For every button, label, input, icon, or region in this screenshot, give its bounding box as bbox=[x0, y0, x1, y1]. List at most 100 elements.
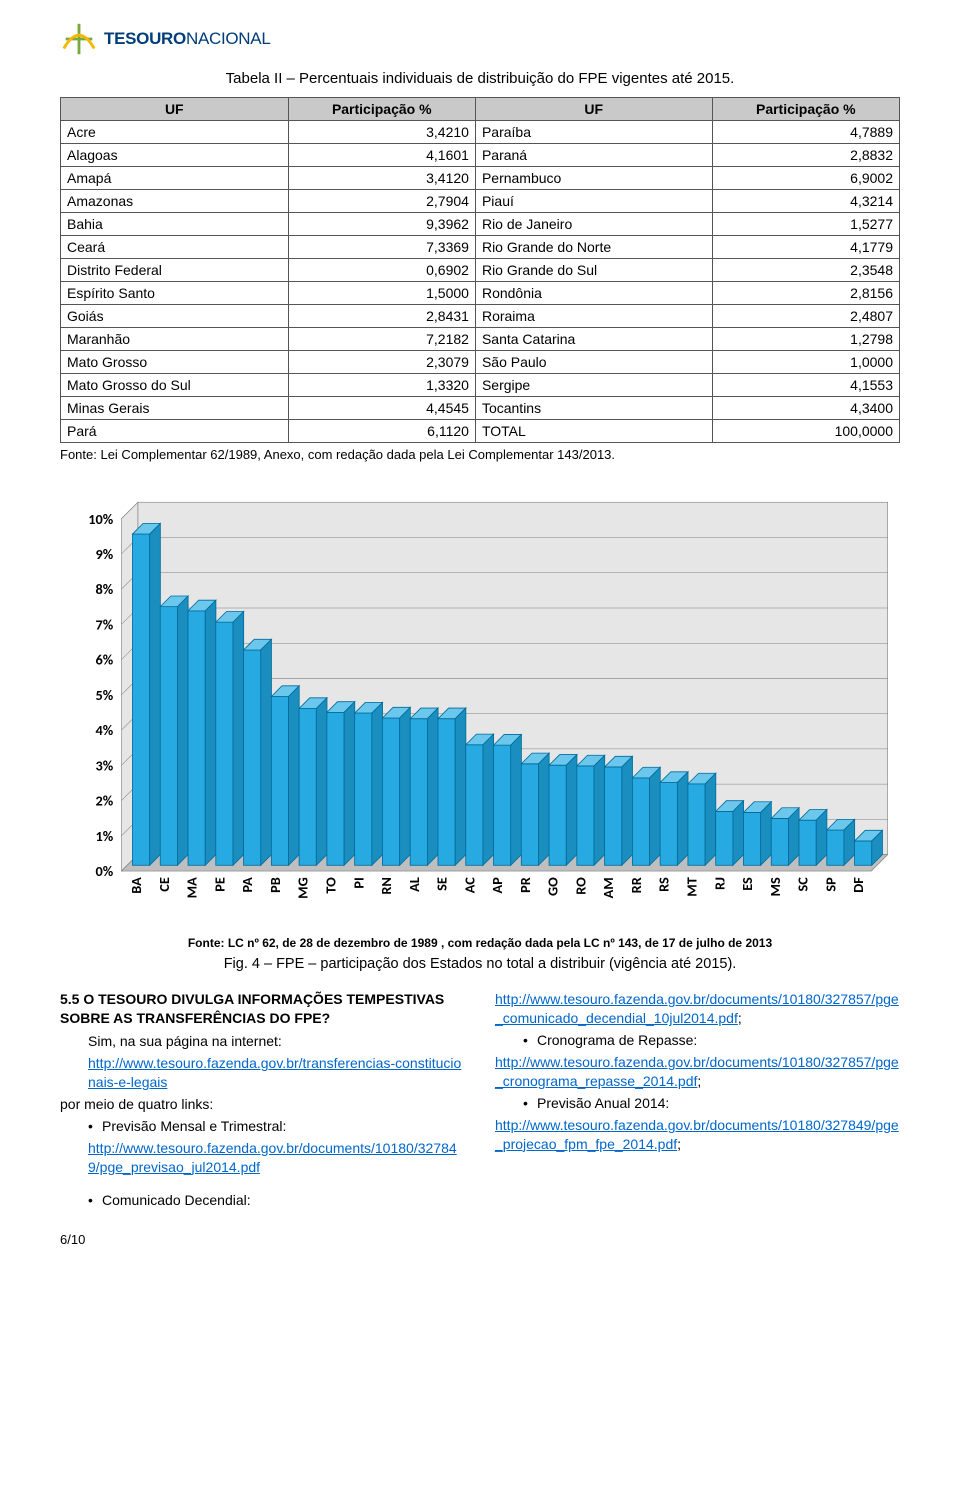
table-cell: Mato Grosso bbox=[61, 351, 289, 374]
svg-text:AP: AP bbox=[488, 877, 506, 894]
svg-text:MG: MG bbox=[294, 877, 312, 899]
svg-text:AL: AL bbox=[405, 877, 423, 892]
right-column: http://www.tesouro.fazenda.gov.br/docume… bbox=[495, 990, 900, 1212]
table-cell: Piauí bbox=[475, 190, 712, 213]
table-row: Alagoas4,1601Paraná2,8832 bbox=[61, 144, 900, 167]
percent-table: UF Participação % UF Participação % Acre… bbox=[60, 97, 900, 443]
table-cell: São Paulo bbox=[475, 351, 712, 374]
table-cell: 4,4545 bbox=[288, 397, 475, 420]
chart-container: 0%1%2%3%4%5%6%7%8%9%10%BACEMAPEPAPBMGTOP… bbox=[60, 492, 900, 972]
table-cell: 0,6902 bbox=[288, 259, 475, 282]
table-row: Acre3,4210Paraíba4,7889 bbox=[61, 121, 900, 144]
table-cell: 1,2798 bbox=[712, 328, 899, 351]
table-cell: 1,5000 bbox=[288, 282, 475, 305]
table-row: Espírito Santo1,5000Rondônia2,8156 bbox=[61, 282, 900, 305]
logo: TESOURONACIONAL bbox=[60, 20, 900, 58]
svg-text:5%: 5% bbox=[96, 686, 114, 704]
svg-text:8%: 8% bbox=[96, 580, 114, 598]
table-cell: Rio Grande do Norte bbox=[475, 236, 712, 259]
table-cell: 1,3320 bbox=[288, 374, 475, 397]
table-cell: Roraima bbox=[475, 305, 712, 328]
th-uf2: UF bbox=[475, 98, 712, 121]
table-cell: 100,0000 bbox=[712, 420, 899, 443]
table-cell: 4,7889 bbox=[712, 121, 899, 144]
bullet-cronograma: Cronograma de Repasse: bbox=[495, 1031, 900, 1050]
table-row: Distrito Federal0,6902Rio Grande do Sul2… bbox=[61, 259, 900, 282]
table-cell: Pernambuco bbox=[475, 167, 712, 190]
link-cronograma[interactable]: http://www.tesouro.fazenda.gov.br/docume… bbox=[495, 1054, 899, 1089]
table-row: Bahia9,3962Rio de Janeiro1,5277 bbox=[61, 213, 900, 236]
svg-text:7%: 7% bbox=[96, 615, 114, 633]
bullet-previsao-anual: Previsão Anual 2014: bbox=[495, 1094, 900, 1113]
svg-text:4%: 4% bbox=[96, 721, 114, 739]
table-cell: Bahia bbox=[61, 213, 289, 236]
svg-text:GO: GO bbox=[544, 877, 562, 896]
svg-text:BA: BA bbox=[127, 877, 145, 894]
table-cell: 2,8156 bbox=[712, 282, 899, 305]
svg-text:AM: AM bbox=[599, 877, 617, 898]
table-cell: Distrito Federal bbox=[61, 259, 289, 282]
table-row: Ceará7,3369Rio Grande do Norte4,1779 bbox=[61, 236, 900, 259]
link-transferencias[interactable]: http://www.tesouro.fazenda.gov.br/transf… bbox=[88, 1055, 461, 1090]
table-cell: 7,2182 bbox=[288, 328, 475, 351]
table-cell: 2,8832 bbox=[712, 144, 899, 167]
table-source: Fonte: Lei Complementar 62/1989, Anexo, … bbox=[60, 447, 900, 462]
table-row: Amapá3,4120Pernambuco6,9002 bbox=[61, 167, 900, 190]
logo-text: TESOURONACIONAL bbox=[104, 29, 270, 49]
bullet-comunicado: Comunicado Decendial: bbox=[60, 1191, 465, 1210]
table-cell: 1,0000 bbox=[712, 351, 899, 374]
svg-text:ES: ES bbox=[738, 877, 756, 891]
table-cell: Maranhão bbox=[61, 328, 289, 351]
table-cell: 3,4210 bbox=[288, 121, 475, 144]
table-cell: 4,1553 bbox=[712, 374, 899, 397]
table-row: Maranhão7,2182Santa Catarina1,2798 bbox=[61, 328, 900, 351]
logo-icon bbox=[60, 20, 98, 58]
svg-text:RN: RN bbox=[377, 877, 395, 895]
table-row: Goiás2,8431Roraima2,4807 bbox=[61, 305, 900, 328]
table-cell: Pará bbox=[61, 420, 289, 443]
table-title: Tabela II – Percentuais individuais de d… bbox=[60, 70, 900, 87]
table-cell: Alagoas bbox=[61, 144, 289, 167]
section-line2: por meio de quatro links: bbox=[60, 1095, 465, 1114]
svg-text:MS: MS bbox=[766, 877, 784, 897]
svg-text:PA: PA bbox=[238, 877, 256, 893]
table-cell: 2,8431 bbox=[288, 305, 475, 328]
table-cell: 6,9002 bbox=[712, 167, 899, 190]
svg-text:10%: 10% bbox=[88, 510, 114, 528]
link-previsao-anual[interactable]: http://www.tesouro.fazenda.gov.br/docume… bbox=[495, 1117, 899, 1152]
table-cell: 4,1779 bbox=[712, 236, 899, 259]
table-cell: Goiás bbox=[61, 305, 289, 328]
svg-text:MA: MA bbox=[183, 877, 201, 899]
table-cell: 2,3079 bbox=[288, 351, 475, 374]
table-cell: Santa Catarina bbox=[475, 328, 712, 351]
table-cell: Mato Grosso do Sul bbox=[61, 374, 289, 397]
link-comunicado[interactable]: http://www.tesouro.fazenda.gov.br/docume… bbox=[495, 991, 899, 1026]
table-cell: 4,1601 bbox=[288, 144, 475, 167]
svg-text:1%: 1% bbox=[96, 827, 114, 845]
table-cell: 7,3369 bbox=[288, 236, 475, 259]
table-cell: 2,3548 bbox=[712, 259, 899, 282]
section-heading: 5.5 O TESOURO DIVULGA INFORMAÇÕES TEMPES… bbox=[60, 990, 465, 1028]
th-part2: Participação % bbox=[712, 98, 899, 121]
table-cell: Minas Gerais bbox=[61, 397, 289, 420]
svg-text:DF: DF bbox=[849, 877, 867, 893]
svg-text:RR: RR bbox=[627, 877, 645, 893]
svg-text:SC: SC bbox=[794, 877, 812, 892]
svg-text:2%: 2% bbox=[96, 792, 114, 810]
link-previsao-mensal[interactable]: http://www.tesouro.fazenda.gov.br/docume… bbox=[88, 1140, 457, 1175]
table-cell: TOTAL bbox=[475, 420, 712, 443]
svg-text:RS: RS bbox=[655, 877, 673, 892]
table-cell: 9,3962 bbox=[288, 213, 475, 236]
svg-text:RJ: RJ bbox=[710, 877, 728, 890]
svg-text:CE: CE bbox=[155, 877, 173, 892]
th-part1: Participação % bbox=[288, 98, 475, 121]
th-uf1: UF bbox=[61, 98, 289, 121]
table-cell: Paraíba bbox=[475, 121, 712, 144]
table-cell: Rio de Janeiro bbox=[475, 213, 712, 236]
svg-text:MT: MT bbox=[683, 877, 701, 897]
table-row: Pará6,1120TOTAL100,0000 bbox=[61, 420, 900, 443]
table-cell: Amapá bbox=[61, 167, 289, 190]
table-cell: 2,7904 bbox=[288, 190, 475, 213]
table-cell: Amazonas bbox=[61, 190, 289, 213]
section-line1: Sim, na sua página na internet: bbox=[60, 1032, 465, 1051]
